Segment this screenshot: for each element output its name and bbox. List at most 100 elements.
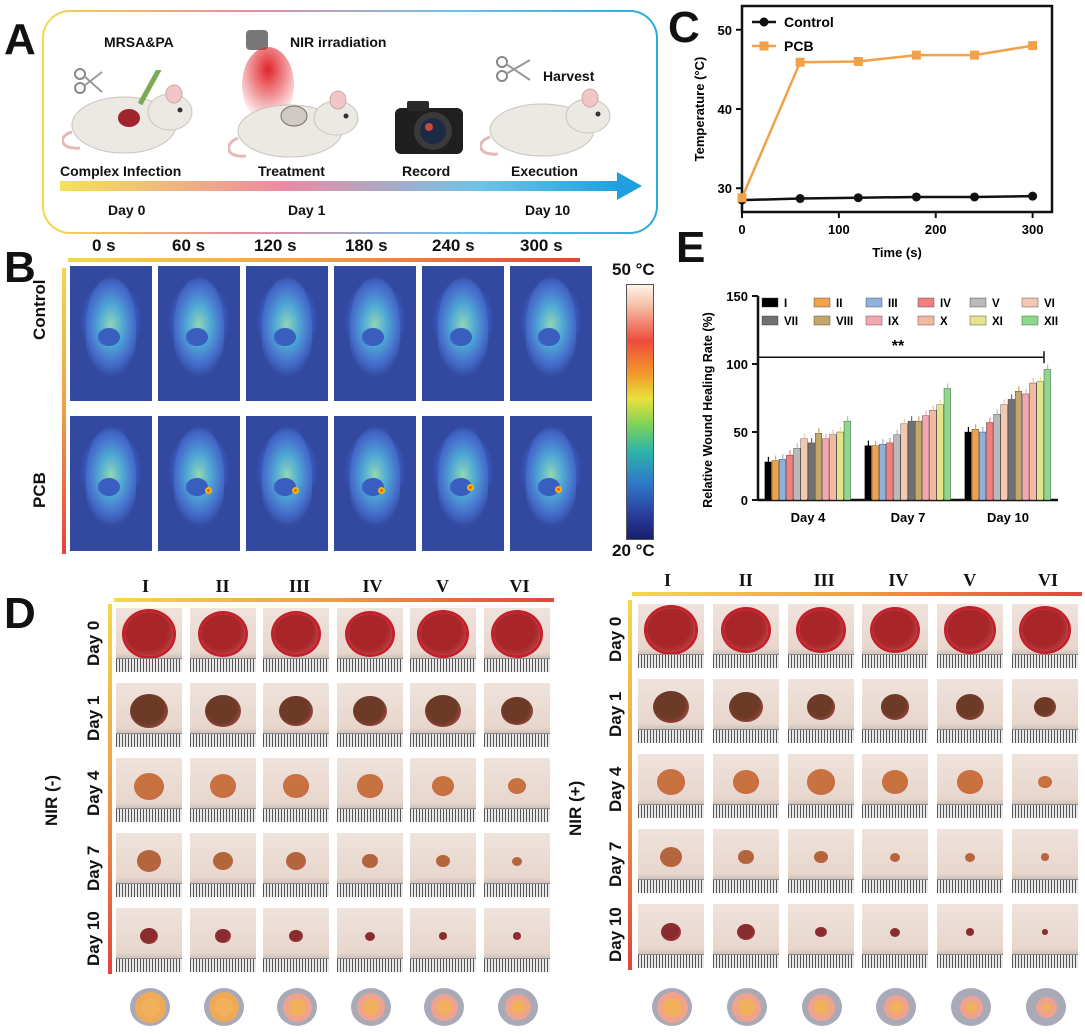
- day-row-label: Day 4: [84, 770, 103, 816]
- ruler: [336, 733, 403, 747]
- wound-photo: [638, 679, 704, 743]
- wound-trace-outline: [726, 988, 767, 1026]
- step-label-infection: Complex Infection: [60, 163, 182, 179]
- legend-marker: [759, 41, 769, 51]
- ruler: [862, 804, 929, 818]
- ruler: [483, 658, 550, 672]
- wound-area: [966, 928, 975, 936]
- thermal-image-pcb: [510, 416, 592, 551]
- category-label: Day 10: [987, 510, 1029, 525]
- wound-area: [814, 926, 827, 938]
- time-label: 240 s: [432, 236, 475, 255]
- nir-plus-label: NIR (+): [566, 780, 585, 836]
- wound-area: [806, 769, 835, 795]
- wound-photo: [336, 683, 403, 747]
- wound-trace-core: [510, 1000, 525, 1014]
- wound-photo: [937, 754, 1004, 818]
- panel-letter-d: D: [4, 589, 36, 638]
- wound-photo: [263, 758, 329, 822]
- legend-swatch: [917, 315, 935, 326]
- wound-trace-core: [214, 998, 233, 1016]
- x-axis-label: Time (s): [872, 245, 922, 260]
- wound-photo: [787, 604, 854, 668]
- bar-xii: [843, 420, 851, 501]
- wound-area: [965, 852, 976, 862]
- wound-area: [140, 927, 158, 945]
- wound-trace-core: [436, 999, 452, 1015]
- bar-iv: [986, 422, 994, 501]
- x-tick-label: 0: [738, 222, 745, 237]
- wound-photo: [189, 683, 256, 747]
- wound-area: [1038, 775, 1052, 789]
- wound-area: [420, 613, 466, 655]
- wound-area: [806, 694, 835, 720]
- ruler: [263, 733, 329, 747]
- ruler: [638, 954, 704, 968]
- ruler: [638, 804, 704, 818]
- panel-d-right-gradient-bar: [632, 592, 1082, 596]
- wound-trace-outline: [497, 988, 538, 1026]
- ruler: [787, 729, 854, 743]
- temperature-line-chart: 0 100 200 300 30 40 50 Time (s) Temperature (°C)…: [692, 4, 1054, 260]
- data-point-control: [1028, 191, 1038, 201]
- legend-label: VIII: [836, 316, 853, 328]
- wound-photo: [189, 608, 256, 672]
- ruler: [1012, 804, 1078, 818]
- bar-x: [1029, 382, 1037, 501]
- ruler: [483, 958, 550, 972]
- wound-photo: [712, 679, 779, 743]
- bar-iii: [878, 444, 886, 501]
- x-tick-label: 100: [828, 222, 850, 237]
- wound-area: [212, 852, 233, 870]
- y-tick-label: 40: [718, 102, 732, 117]
- bar-ii: [971, 429, 979, 501]
- ruler: [787, 654, 854, 668]
- legend-swatch: [865, 297, 883, 308]
- panel-d-left-gradient-bar: [114, 598, 554, 602]
- ruler: [263, 883, 329, 897]
- ruler: [787, 804, 854, 818]
- mouse-infection-illustration: [62, 70, 193, 154]
- thermal-image-control: [246, 266, 328, 401]
- group-header: III: [289, 576, 311, 596]
- timeline-arrow: [60, 172, 642, 200]
- wound-area: [890, 927, 901, 937]
- y-tick-label: 50: [734, 425, 748, 440]
- ruler: [1012, 729, 1078, 743]
- wound-area: [204, 694, 241, 728]
- category-label: Day 7: [891, 510, 926, 525]
- wound-area: [1041, 853, 1049, 861]
- bar-iii: [979, 431, 987, 501]
- legend-label: VII: [784, 316, 798, 328]
- wound-area: [361, 853, 378, 869]
- legend-swatch: [969, 297, 987, 308]
- x-tick-label: 300: [1022, 222, 1044, 237]
- wound-photo: [263, 908, 329, 972]
- ruler: [638, 654, 704, 668]
- wound-healing-bar-chart: 0 50 100 150 Relative Wound Healing Rate (%)…: [701, 289, 1058, 525]
- data-point-pcb: [853, 56, 863, 66]
- legend-label: Control: [784, 14, 834, 30]
- ruler: [937, 729, 1004, 743]
- wound-photo: [862, 754, 929, 818]
- day-row-label: Day 0: [84, 620, 103, 666]
- y-tick-label: 30: [718, 181, 732, 196]
- wound-photo: [189, 908, 256, 972]
- wound-area: [657, 769, 685, 795]
- data-point-pcb: [795, 57, 805, 67]
- ruler: [937, 954, 1004, 968]
- y-axis-label: Temperature (°C): [692, 57, 707, 162]
- panel-letter-e: E: [676, 223, 706, 272]
- wound-area: [890, 852, 901, 862]
- wound-trace-core: [889, 1000, 903, 1014]
- ruler: [483, 733, 550, 747]
- data-point-control: [853, 193, 863, 203]
- legend-label: I: [784, 298, 787, 310]
- wound-trace-outline: [1026, 988, 1066, 1026]
- bar-v: [893, 434, 901, 501]
- legend-swatch: [917, 297, 935, 308]
- thermal-image-control: [334, 266, 416, 401]
- wound-photo: [787, 829, 854, 893]
- plot-frame: [740, 4, 1054, 214]
- ruler: [787, 954, 854, 968]
